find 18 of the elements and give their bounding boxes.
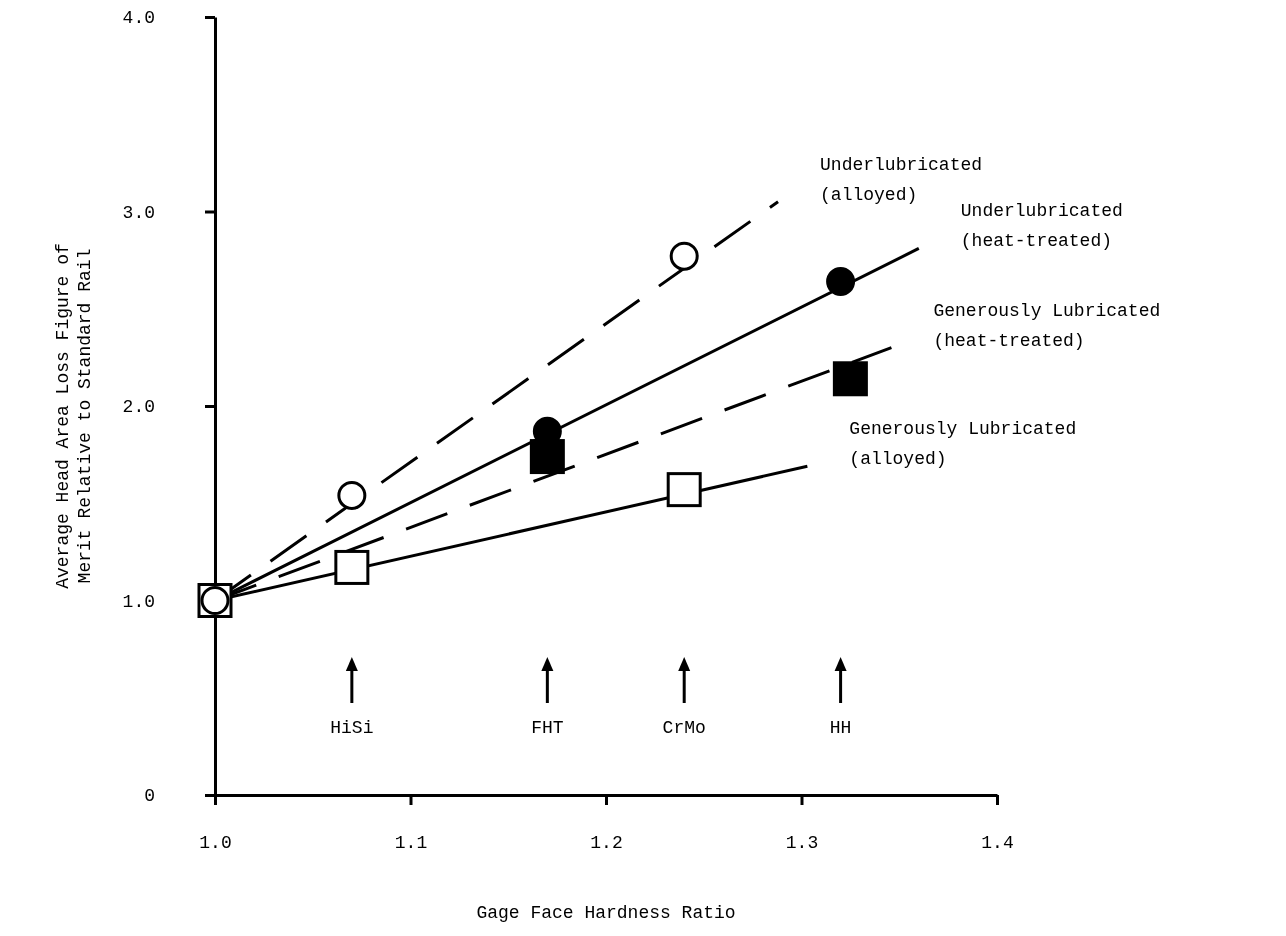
text: Generously Lubricated (heat-treated) — [933, 300, 1161, 351]
text: Generously Lubricated (alloyed) — [849, 419, 1077, 470]
x-tick-label: 1.1 — [394, 832, 428, 853]
y-tick-label: 3.0 — [122, 202, 155, 223]
annotation: CrMo — [662, 718, 706, 738]
y-axis-title: Average Head Area Loss Figure of Merit Relative to Standard Rail — [53, 243, 95, 589]
y-tick-label: 4.0 — [122, 8, 155, 29]
y-tick-label: 2.0 — [122, 397, 155, 418]
x-tick-label: 1.0 — [199, 832, 232, 853]
x-tick-label: 1.4 — [981, 832, 1014, 853]
y-tick-label: 1.0 — [122, 591, 155, 612]
annotation: HiSi — [330, 718, 374, 738]
annotation: FHT — [531, 718, 564, 738]
x-axis-title: Gage Face Hardness Ratio — [476, 903, 736, 923]
x-tick-label: 1.3 — [785, 832, 819, 853]
y-tick-label: 0 — [144, 786, 155, 807]
annotation: HH — [829, 718, 852, 738]
x-tick-label: 1.2 — [590, 832, 623, 853]
